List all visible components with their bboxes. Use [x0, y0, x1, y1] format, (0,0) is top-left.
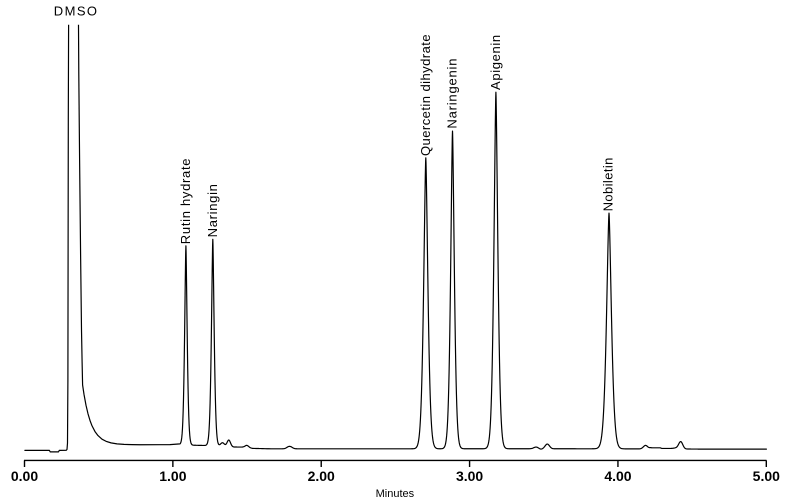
svg-text:1.00: 1.00: [159, 468, 186, 484]
svg-text:Minutes: Minutes: [376, 488, 415, 500]
svg-text:3.00: 3.00: [456, 468, 483, 484]
svg-text:4.00: 4.00: [604, 468, 631, 484]
svg-text:2.00: 2.00: [308, 468, 335, 484]
svg-text:0.00: 0.00: [11, 468, 38, 484]
svg-text:DMSO: DMSO: [54, 4, 99, 19]
svg-text:Quercetin dihydrate: Quercetin dihydrate: [418, 34, 433, 156]
svg-text:Nobiletin: Nobiletin: [601, 157, 616, 211]
svg-text:5.00: 5.00: [753, 468, 780, 484]
svg-text:Apigenin: Apigenin: [488, 34, 503, 90]
svg-text:Naringenin: Naringenin: [445, 58, 460, 129]
svg-text:Naringin: Naringin: [205, 183, 220, 237]
svg-text:Rutin hydrate: Rutin hydrate: [178, 158, 193, 244]
